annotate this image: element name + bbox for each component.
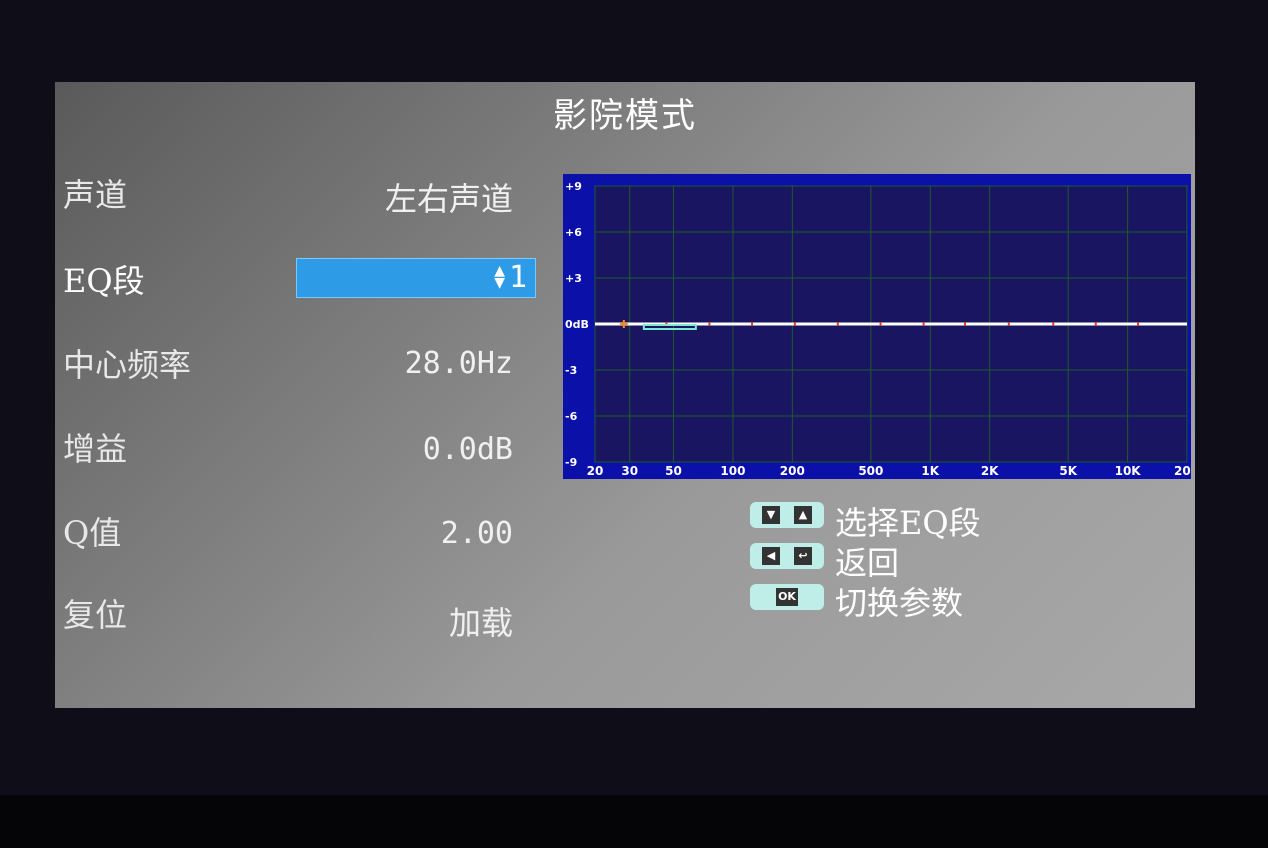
eq-band-label: EQ段 xyxy=(63,262,145,300)
band-marker xyxy=(751,322,754,326)
screen-bezel xyxy=(0,795,1268,848)
x-tick-label: 2K xyxy=(981,464,999,478)
page-title: 影院模式 xyxy=(553,96,697,136)
x-tick-label: 5K xyxy=(1059,464,1077,478)
x-tick-label: 500 xyxy=(858,464,883,478)
band-marker xyxy=(964,322,967,326)
selected-band-bracket xyxy=(642,324,697,330)
band-marker xyxy=(879,322,882,326)
eq-settings-panel: 影院模式 声道 左右声道 EQ段 ▲ ▼ 1 中心频率 28.0Hz 增益 0.0… xyxy=(55,82,1195,708)
back-key-hint: ◀ ↩ xyxy=(750,543,824,569)
band-marker xyxy=(1052,322,1055,326)
up-triangle-icon: ▲ xyxy=(794,506,812,524)
band-marker xyxy=(836,322,839,326)
reset-load-button[interactable]: 加载 xyxy=(448,604,513,642)
y-tick-label: -3 xyxy=(565,364,577,377)
left-triangle-icon: ◀ xyxy=(762,547,780,565)
eq-chart-svg: 20 30 50 100 200 500 1K 2K 5K 10K 20K +9 +6 +3 0dB -3 -6… xyxy=(565,180,1191,478)
band-marker xyxy=(1137,322,1140,326)
ok-key-hint: OK xyxy=(750,584,824,610)
x-tick-label: 30 xyxy=(621,464,638,478)
x-tick-label: 10K xyxy=(1115,464,1142,478)
reset-label: 复位 xyxy=(63,596,128,634)
y-tick-label: -6 xyxy=(565,410,578,423)
ok-key-icon: OK xyxy=(776,588,798,606)
help-switch-param: 切换参数 xyxy=(835,584,964,622)
eq-band-select[interactable]: ▲ ▼ 1 xyxy=(296,258,536,298)
x-tick-label: 20K xyxy=(1174,464,1191,478)
help-back: 返回 xyxy=(835,544,900,582)
x-tick-label: 200 xyxy=(780,464,805,478)
center-frequency-value[interactable]: 28.0Hz xyxy=(404,346,513,381)
channel-value[interactable]: 左右声道 xyxy=(384,180,513,218)
selected-band-marker xyxy=(619,320,628,328)
band-marker xyxy=(708,322,711,326)
center-frequency-label: 中心频率 xyxy=(63,346,192,384)
help-select-band: 选择EQ段 xyxy=(835,504,981,542)
up-down-key-hint: ▼ ▲ xyxy=(750,502,824,528)
eq-band-value: 1 xyxy=(508,260,527,295)
down-triangle-icon: ▼ xyxy=(762,506,780,524)
band-marker xyxy=(1094,322,1097,326)
x-tick-label: 20 xyxy=(587,464,604,478)
gain-value[interactable]: 0.0dB xyxy=(422,432,513,467)
y-tick-label: 0dB xyxy=(565,318,589,331)
x-tick-label: 100 xyxy=(720,464,745,478)
q-value-value[interactable]: 2.00 xyxy=(440,516,513,551)
y-tick-label: -9 xyxy=(565,456,577,469)
y-tick-label: +3 xyxy=(565,272,582,285)
y-tick-label: +6 xyxy=(565,226,582,239)
q-value-label: Q值 xyxy=(63,514,122,552)
band-marker xyxy=(793,322,796,326)
x-tick-label: 1K xyxy=(921,464,939,478)
y-tick-label: +9 xyxy=(565,180,582,193)
band-marker xyxy=(1007,322,1010,326)
up-down-arrow-icon: ▲ ▼ xyxy=(494,263,505,291)
eq-curve-chart: 20 30 50 100 200 500 1K 2K 5K 10K 20K +9 +6 +3 0dB -3 -6… xyxy=(563,174,1191,479)
gain-label: 增益 xyxy=(63,430,128,468)
x-tick-label: 50 xyxy=(665,464,682,478)
channel-label: 声道 xyxy=(63,176,128,214)
return-icon: ↩ xyxy=(794,547,812,565)
band-marker xyxy=(922,322,925,326)
